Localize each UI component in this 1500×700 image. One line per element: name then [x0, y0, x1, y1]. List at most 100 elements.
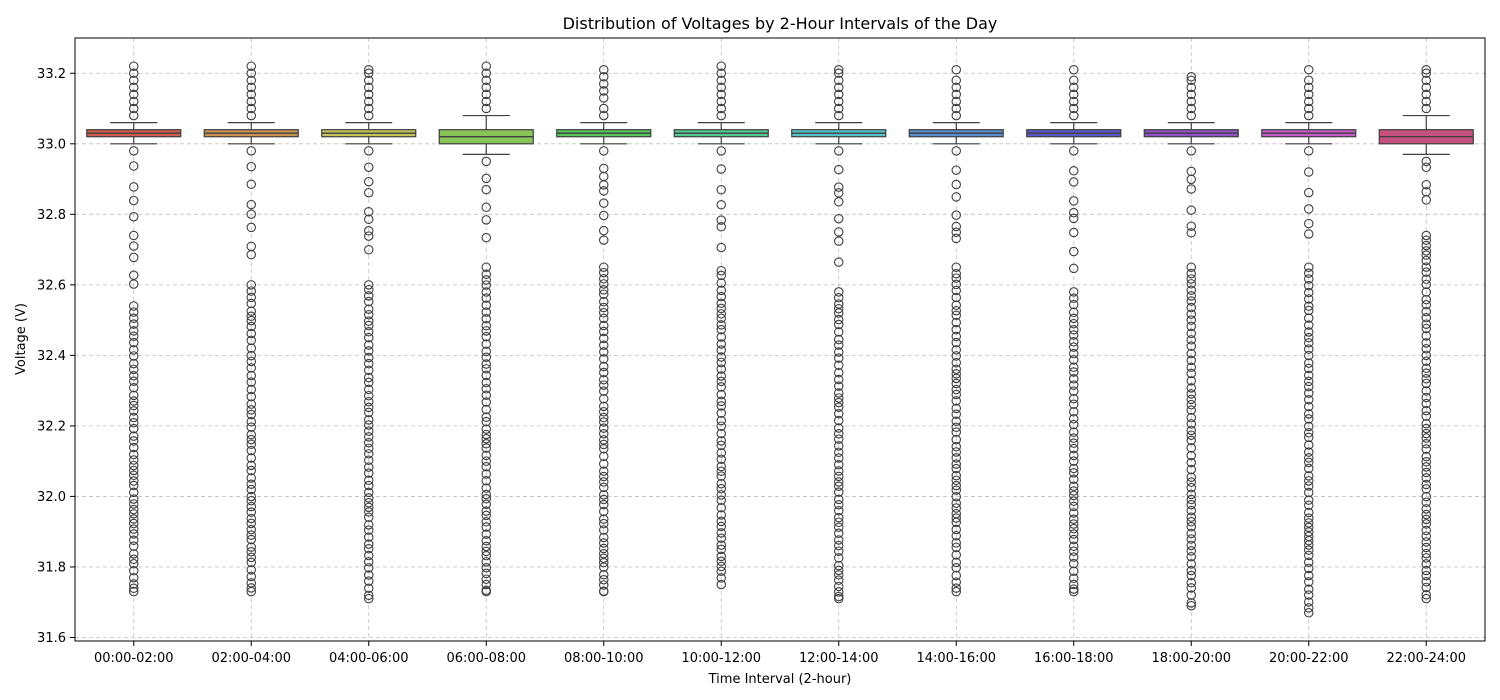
outlier-point: [246, 292, 257, 303]
outlier-point: [246, 534, 257, 545]
outlier-point: [1304, 570, 1314, 581]
outlier-point: [833, 434, 844, 444]
outlier-point: [129, 514, 139, 524]
outlier-point: [716, 466, 726, 477]
outlier-point: [1304, 563, 1314, 574]
outlier-point: [951, 570, 961, 581]
outlier-point: [716, 371, 726, 381]
outlier-point: [598, 518, 609, 529]
outlier-point: [246, 422, 257, 432]
outlier-point: [363, 407, 374, 418]
outlier-point: [363, 214, 374, 225]
outlier-point: [951, 513, 961, 523]
outlier-point: [1069, 386, 1079, 396]
outlier-point: [481, 579, 491, 590]
outlier-point: [951, 273, 961, 283]
outlier-point: [1186, 75, 1197, 86]
outlier-point: [481, 82, 491, 93]
outlier-point: [1304, 471, 1314, 481]
outlier-point: [716, 345, 726, 355]
outlier-point: [481, 499, 491, 509]
outlier-point: [1421, 331, 1432, 341]
outlier-point: [1421, 479, 1432, 490]
outlier-point: [1186, 499, 1197, 510]
outlier-point: [598, 482, 609, 493]
outlier-point: [833, 393, 844, 403]
outlier-point: [481, 461, 491, 472]
outlier-point: [363, 244, 374, 255]
outlier-point: [716, 510, 726, 520]
outlier-point: [833, 110, 844, 121]
outlier-point: [1421, 473, 1432, 483]
outlier-point: [716, 408, 726, 418]
outlier-point: [951, 110, 961, 121]
outlier-point: [363, 493, 374, 503]
outlier-point: [363, 384, 374, 395]
outlier-point: [1421, 531, 1432, 541]
outlier-point: [1421, 423, 1432, 434]
outlier-point: [716, 303, 726, 314]
outlier-point: [833, 565, 844, 576]
outlier-point: [951, 491, 961, 502]
outlier-point: [1304, 301, 1314, 311]
outlier-point: [951, 503, 961, 513]
outlier-point: [129, 586, 139, 597]
outlier-point: [129, 476, 139, 486]
outlier-point: [1421, 300, 1432, 310]
outlier-point: [246, 445, 257, 456]
outlier-point: [1186, 565, 1197, 576]
outlier-point: [598, 146, 609, 156]
outlier-point: [1304, 274, 1314, 284]
outlier-point: [363, 291, 374, 301]
box-group-10:00-12:00: [673, 61, 769, 590]
outlier-point: [716, 164, 726, 174]
outlier-point: [1304, 453, 1314, 463]
outlier-point: [598, 79, 609, 89]
outlier-point: [951, 409, 961, 420]
outlier-point: [363, 75, 374, 86]
outlier-point: [951, 453, 961, 463]
outlier-point: [246, 343, 257, 353]
outlier-point: [598, 340, 609, 351]
outlier-point: [598, 210, 609, 221]
outlier-point: [951, 345, 961, 355]
outlier-point: [363, 512, 374, 523]
outlier-point: [598, 110, 609, 121]
outlier-point: [1304, 388, 1314, 398]
outlier-point: [1421, 438, 1432, 449]
outlier-point: [716, 521, 726, 532]
outlier-point: [1186, 228, 1197, 238]
outlier-point: [481, 506, 491, 516]
outlier-point: [1069, 450, 1079, 461]
outlier-point: [1304, 344, 1314, 354]
outlier-point: [716, 533, 726, 544]
outlier-point: [951, 538, 961, 548]
outlier-point: [716, 495, 726, 506]
outlier-point: [129, 82, 139, 93]
outlier-point: [951, 165, 961, 175]
outlier-point: [129, 89, 139, 100]
outlier-point: [129, 110, 139, 121]
outlier-point: [598, 386, 609, 396]
outlier-point: [1421, 323, 1432, 334]
outlier-point: [1421, 75, 1432, 86]
y-tick-label: 33.0: [37, 137, 66, 152]
outlier-point: [129, 61, 139, 71]
outlier-point: [598, 525, 609, 535]
outlier-point: [951, 82, 961, 93]
outlier-point: [1304, 557, 1314, 567]
outlier-point: [1186, 534, 1197, 544]
outlier-point: [833, 388, 844, 398]
outlier-point: [363, 316, 374, 326]
outlier-point: [1069, 166, 1079, 176]
outlier-point: [129, 465, 139, 476]
outlier-point: [1069, 529, 1079, 539]
outlier-point: [1304, 262, 1314, 272]
outlier-point: [363, 462, 374, 472]
outlier-point: [481, 397, 491, 407]
outlier-point: [246, 507, 257, 517]
outlier-point: [598, 459, 609, 469]
outlier-point: [1421, 576, 1432, 587]
outlier-point: [833, 360, 844, 370]
